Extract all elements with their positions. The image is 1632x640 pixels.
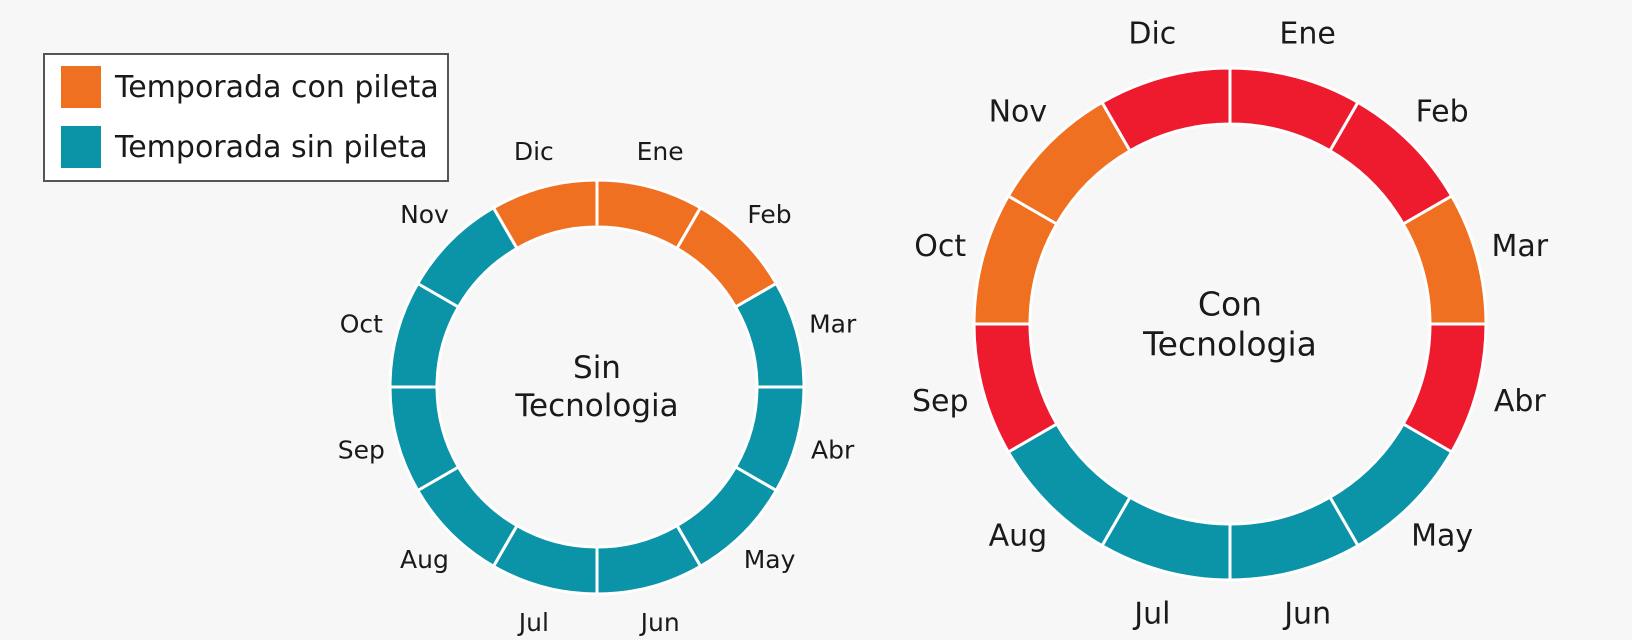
month-label-oct: Oct — [914, 229, 966, 264]
legend-item-sin-pileta: Temporada sin pileta — [61, 125, 428, 169]
month-label-may: May — [1411, 519, 1473, 554]
legend: Temporada con pileta Temporada sin pilet… — [43, 53, 449, 182]
month-label-abr: Abr — [811, 436, 855, 465]
donut-chart-1: Ene Feb Mar Abr May Jun Jul Aug Sep Oct Nov Dic SinT… — [338, 137, 857, 637]
month-label-mar: Mar — [809, 309, 857, 338]
center-title-line-1: Sin — [573, 350, 621, 386]
month-label-abr: Abr — [1494, 384, 1547, 419]
slice-dic — [1099, 66, 1232, 153]
month-label-nov: Nov — [400, 200, 449, 229]
legend-swatch-con-pileta — [61, 66, 101, 108]
center-title-line-2: Tecnologia — [514, 388, 678, 424]
month-label-ene: Ene — [1279, 17, 1335, 52]
month-label-jun: Jun — [1282, 596, 1331, 631]
month-label-jul: Jul — [517, 608, 549, 637]
slice-sep — [972, 322, 1059, 455]
month-label-oct: Oct — [340, 309, 383, 338]
slice-dic — [491, 178, 599, 251]
donut-chart-2: Ene Feb Mar Abr May Jun Jul Aug Sep Oct Nov Dic ConT… — [912, 17, 1549, 632]
center-title-line-1: Con — [1198, 285, 1262, 324]
legend-label-con-pileta: Temporada con pileta — [115, 69, 439, 105]
slice-jun — [1228, 495, 1361, 582]
month-label-sep: Sep — [338, 436, 385, 465]
month-label-ene: Ene — [637, 137, 684, 166]
month-label-dic: Dic — [514, 137, 554, 166]
month-label-feb: Feb — [747, 200, 791, 229]
month-label-aug: Aug — [989, 519, 1048, 554]
legend-swatch-sin-pileta — [61, 126, 101, 168]
month-label-dic: Dic — [1128, 17, 1176, 52]
month-label-sep: Sep — [912, 384, 969, 419]
legend-item-con-pileta: Temporada con pileta — [61, 65, 439, 109]
month-label-jun: Jun — [639, 608, 680, 637]
month-label-feb: Feb — [1416, 94, 1469, 129]
month-label-nov: Nov — [989, 94, 1048, 129]
slice-mar — [1401, 193, 1488, 326]
month-label-aug: Aug — [400, 545, 449, 574]
center-title-line-2: Tecnologia — [1142, 325, 1317, 364]
month-label-jul: Jul — [1132, 596, 1170, 631]
legend-label-sin-pileta: Temporada sin pileta — [115, 129, 428, 165]
month-label-may: May — [744, 545, 796, 574]
month-label-mar: Mar — [1491, 229, 1548, 264]
